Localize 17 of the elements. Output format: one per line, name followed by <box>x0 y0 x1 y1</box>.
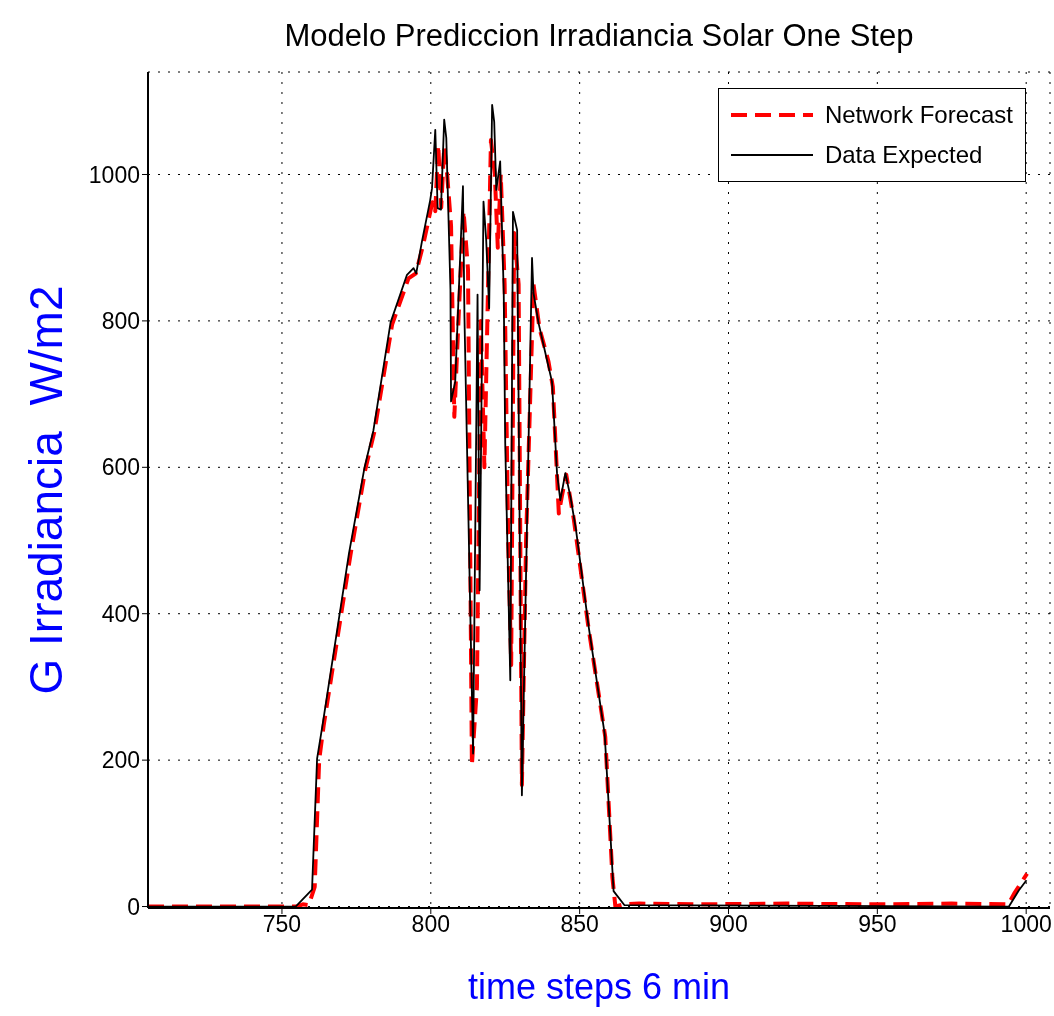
y-tick-label: 200 <box>101 747 140 774</box>
y-tick-label: 400 <box>101 600 140 627</box>
chart-title: Modelo Prediccion Irradiancia Solar One Step <box>283 18 915 54</box>
y-tick-label: 800 <box>101 308 140 335</box>
y-tick-label: 0 <box>127 893 140 920</box>
x-tick-label: 900 <box>709 911 748 938</box>
x-axis-title: time steps 6 min <box>466 966 732 1008</box>
x-tick-label: 800 <box>411 911 450 938</box>
x-tick-label: 850 <box>560 911 599 938</box>
y-tick-label: 600 <box>101 454 140 481</box>
y-axis-title: G Irradiancia W/m2 <box>19 285 73 695</box>
x-tick-label: 750 <box>262 911 302 938</box>
legend-label: Network Forecast <box>824 101 1013 129</box>
x-tick-label: 1000 <box>1000 911 1052 938</box>
x-tick-label: 950 <box>858 911 897 938</box>
legend-label: Data Expected <box>824 141 983 169</box>
y-tick-label: 1000 <box>88 161 140 188</box>
